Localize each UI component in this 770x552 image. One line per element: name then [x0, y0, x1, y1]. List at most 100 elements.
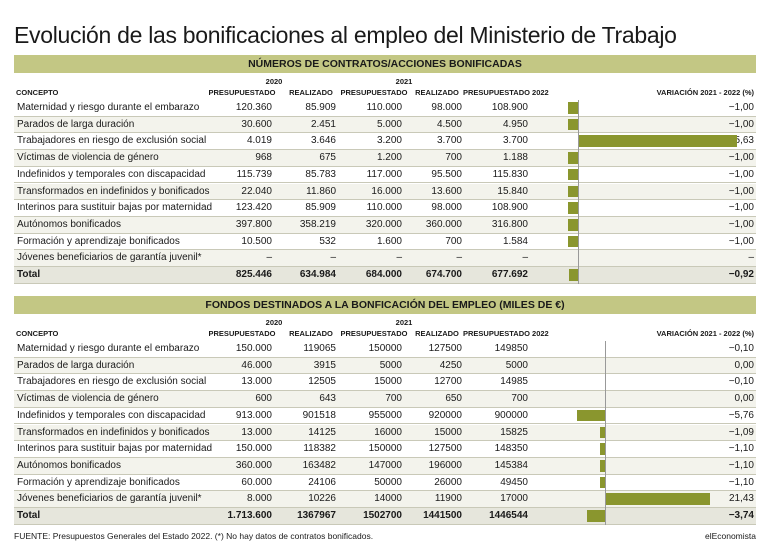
cell: 127500: [428, 443, 462, 455]
cell: 150.000: [235, 443, 272, 455]
variation-bar: [599, 426, 605, 439]
variation: −1,10: [728, 459, 754, 471]
cell: 4.019: [246, 135, 272, 147]
year-header: 2021: [395, 77, 413, 86]
column-header: PRESUPUESTADO 2022: [463, 88, 549, 97]
concept: Víctimas de violencia de género: [17, 393, 159, 405]
variation-bar: [567, 202, 578, 214]
concept: Maternidad y riesgo durante el embarazo: [17, 102, 200, 113]
row-bg: [14, 374, 756, 392]
cell: 10226: [308, 493, 336, 505]
cell: 110.000: [366, 202, 402, 214]
cell: 920000: [428, 409, 462, 421]
row-bg: [14, 491, 756, 508]
cell: 634.984: [299, 269, 336, 280]
cell: 120.360: [235, 102, 272, 113]
variation: −1,10: [728, 443, 754, 455]
cell: 149850: [494, 343, 528, 354]
variation-bar: [578, 135, 738, 148]
cell: 30.600: [241, 118, 272, 130]
cell: 968: [255, 152, 272, 164]
cell: 14125: [308, 426, 336, 438]
cell: 1.584: [502, 235, 528, 247]
variation: −0,92: [728, 269, 754, 280]
concept: Indefinidos y temporales con discapacida…: [17, 168, 206, 180]
variation: −1,00: [728, 185, 754, 197]
cell: –: [396, 252, 402, 264]
cell: 11.860: [306, 185, 336, 197]
concept: Trabajadores en riesgo de exclusión soci…: [17, 135, 207, 147]
column-header: REALIZADO: [415, 329, 459, 338]
cell: 1.188: [502, 152, 528, 164]
variation-bar: [567, 235, 578, 248]
cell: 3.200: [376, 135, 402, 147]
cell: 49450: [500, 476, 528, 488]
column-header: REALIZADO: [415, 88, 459, 97]
column-header: PRESUPUESTADO 2022: [463, 329, 549, 338]
variation-bar: [567, 185, 578, 198]
source: FUENTE: Presupuestos Generales del Estad…: [14, 531, 374, 541]
cell: 4.950: [502, 118, 528, 130]
concept: Total: [17, 269, 41, 280]
cell: 320.000: [365, 218, 402, 230]
cell: 85.909: [305, 202, 336, 214]
cell: 532: [319, 235, 336, 247]
cell: 700: [445, 235, 462, 247]
cell: 600: [255, 393, 272, 405]
row-bg: [14, 441, 756, 458]
cell: 4.500: [436, 118, 462, 130]
variation-bar: [599, 443, 605, 455]
variation-bar: [567, 218, 578, 231]
cell: 196000: [428, 459, 462, 471]
variation-bar: [586, 510, 605, 522]
cell: 3915: [313, 359, 336, 371]
cell: 358.219: [299, 218, 336, 230]
cell: –: [330, 252, 336, 264]
cell: 10.500: [241, 235, 272, 247]
cell: 115.830: [492, 168, 528, 180]
cell: 119065: [303, 343, 336, 354]
cell: 15.840: [497, 185, 528, 197]
cell: 1441500: [423, 510, 462, 521]
variation: −0,10: [728, 376, 754, 388]
cell: 3.700: [502, 135, 528, 147]
variation: −5,76: [728, 409, 754, 421]
variation: −1,10: [728, 476, 754, 488]
variation: −1,00: [728, 152, 754, 164]
variation-bar: [568, 269, 578, 281]
cell: 50000: [374, 476, 402, 488]
cell: 147000: [368, 459, 402, 471]
cell: 11900: [434, 493, 462, 505]
cell: 3.646: [310, 135, 336, 147]
row-bg: [14, 391, 756, 408]
variation: −3,74: [728, 510, 754, 521]
cell: 145384: [494, 459, 528, 471]
cell: 117.000: [366, 168, 402, 180]
column-header: PRESUPUESTADO: [340, 329, 408, 338]
cell: 900000: [494, 409, 528, 421]
cell: –: [522, 252, 528, 264]
cell: 85.909: [305, 102, 336, 113]
title: Evolución de las bonificaciones al emple…: [14, 22, 677, 48]
variation-bar: [599, 476, 605, 489]
cell: 700: [511, 393, 528, 405]
cell: 677.692: [491, 269, 528, 280]
concept: Transformados en indefinidos y bonificad…: [17, 185, 210, 197]
concept: Total: [17, 510, 41, 521]
cell: 26000: [434, 476, 462, 488]
row-bg: [14, 424, 756, 442]
row-bg: [14, 133, 756, 151]
row-bg: [14, 357, 756, 375]
variation-bar: [567, 118, 578, 131]
cell: 123.420: [235, 202, 272, 214]
header-variation: VARIACIÓN 2021 - 2022 (%): [656, 88, 754, 97]
cell: 5000: [379, 359, 402, 371]
header-concept: CONCEPTO: [16, 88, 59, 97]
row-bg: [14, 341, 756, 358]
concept: Jóvenes beneficiarios de garantía juveni…: [17, 252, 202, 264]
cell: 60.000: [241, 476, 272, 488]
cell: 15000: [434, 426, 462, 438]
cell: 4250: [439, 359, 462, 371]
variation: −1,00: [728, 168, 754, 180]
cell: 14000: [374, 493, 402, 505]
